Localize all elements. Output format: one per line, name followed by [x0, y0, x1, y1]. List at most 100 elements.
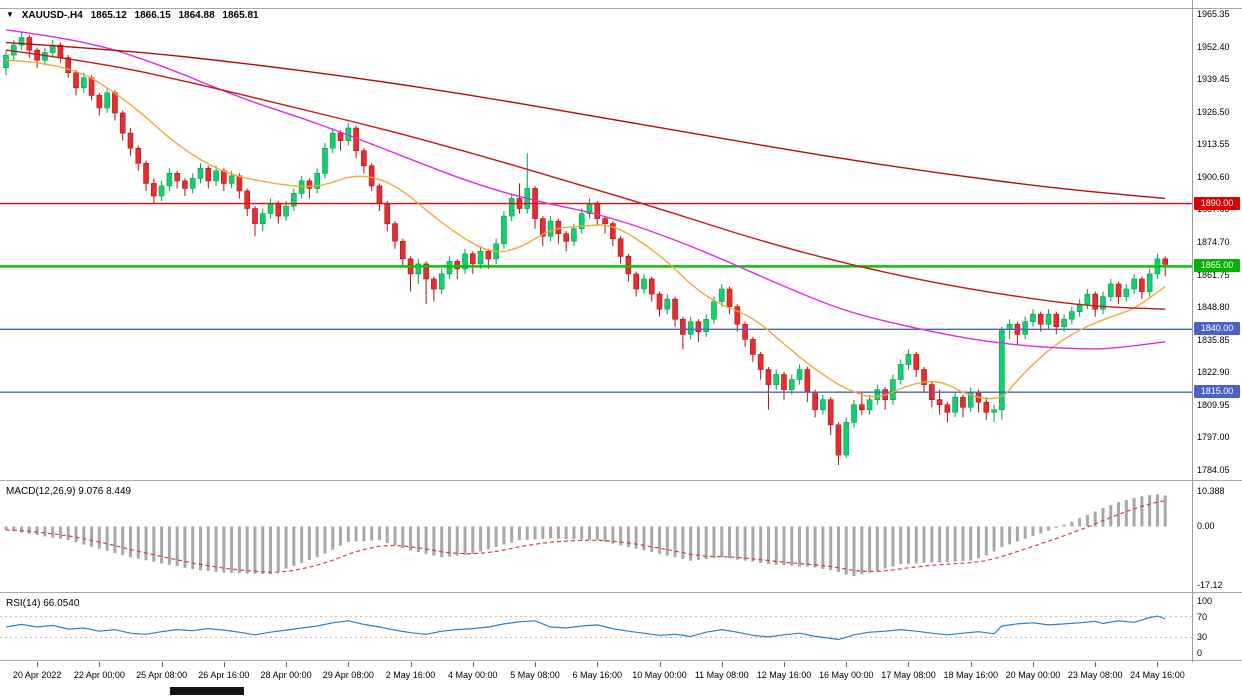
candle-body: [796, 369, 803, 380]
candle-body: [695, 321, 702, 333]
moving-average-fast-orange[interactable]: [5, 59, 1166, 400]
rsi-indicator-label: RSI(14) 66.0540: [6, 598, 79, 609]
candle-body: [267, 203, 274, 214]
candle-body: [617, 238, 624, 257]
x-axis-label: 23 May 08:00: [1067, 670, 1123, 680]
symbol-dropdown-icon[interactable]: ▼: [6, 10, 14, 19]
macd-signal-line[interactable]: [5, 500, 1166, 573]
axis-label: 1835.85: [1197, 334, 1230, 345]
x-axis-tick: [161, 662, 163, 667]
candle-body: [1139, 278, 1145, 292]
candle-body: [827, 399, 834, 426]
price-chart-canvas[interactable]: [0, 0, 1192, 480]
x-axis-tick: [99, 662, 101, 667]
x-axis-tick: [908, 662, 910, 667]
axis-label: 30: [1197, 632, 1208, 643]
candle-body: [329, 132, 336, 149]
price-line-tag[interactable]: 1840.00: [1194, 322, 1240, 336]
axis-label: -17.12: [1197, 580, 1223, 590]
rsi-panel-canvas[interactable]: [0, 593, 1192, 661]
moving-average-slowest-darkred[interactable]: [5, 41, 1166, 200]
axis-label: 70: [1197, 611, 1208, 622]
candle-body: [485, 251, 492, 260]
x-axis-label: 6 May 16:00: [572, 670, 623, 680]
candle-body: [726, 288, 733, 307]
axis-label: 1874.70: [1197, 237, 1230, 247]
scrollbar-thumb[interactable]: [170, 687, 244, 695]
candle-body: [765, 369, 772, 385]
candle-body: [1030, 313, 1036, 323]
candle-body: [664, 298, 671, 310]
candle-body: [610, 223, 616, 240]
panel-divider-macd: [0, 480, 1242, 481]
x-axis-label: 26 Apr 16:00: [198, 670, 250, 680]
candle-body: [322, 147, 328, 174]
x-axis-tick: [846, 662, 848, 667]
candle-body: [236, 175, 243, 192]
candle-body: [508, 198, 515, 217]
candle-body: [1069, 311, 1075, 320]
candle-body: [314, 173, 321, 189]
x-axis-label: 18 May 16:00: [943, 670, 998, 680]
candlesticks[interactable]: [3, 32, 1169, 466]
candle-body: [1061, 318, 1067, 328]
horizontal-scrollbar[interactable]: [0, 686, 1242, 696]
candle-body: [563, 233, 569, 242]
x-axis-tick: [348, 662, 350, 667]
axis-label: 1784.05: [1197, 465, 1230, 475]
x-axis-label: 20 May 00:00: [1005, 670, 1061, 680]
candle-body: [905, 354, 912, 365]
rsi-line[interactable]: [5, 615, 1166, 641]
candle-body: [1022, 321, 1028, 335]
symbol-timeframe: XAUUSD-.H4: [21, 10, 83, 21]
candle-body: [625, 256, 632, 275]
candle-body: [648, 278, 655, 295]
candle-body: [571, 228, 577, 242]
x-axis-tick: [535, 662, 537, 667]
moving-average-mid-magenta[interactable]: [5, 29, 1166, 350]
candle-body: [687, 321, 694, 335]
candle-body: [174, 173, 180, 182]
x-axis-label: 20 Apr 2022: [12, 670, 62, 680]
candle-body: [890, 379, 896, 401]
axis-label: 1797.00: [1197, 432, 1230, 443]
candle-body: [81, 77, 87, 89]
candle-body: [361, 150, 367, 167]
candle-body: [368, 165, 375, 187]
candle-body: [228, 175, 235, 184]
price-axis[interactable]: 1965.35 1952.40 1939.45 1926.50 1913.55 1900.…: [1192, 0, 1242, 662]
price-line-tag[interactable]: 1865.00: [1194, 259, 1240, 273]
candle-body: [221, 170, 227, 184]
price-line-tag[interactable]: 1815.00: [1194, 385, 1240, 399]
candle-body: [866, 399, 873, 411]
candle-body: [399, 240, 406, 260]
time-axis[interactable]: 20 Apr 2022 22 Apr 00:00 25 Apr 08:00 26 Ap…: [0, 662, 1242, 684]
x-axis-tick: [286, 662, 288, 667]
candle-body: [540, 218, 546, 237]
candle-body: [462, 253, 468, 270]
candle-body: [711, 301, 717, 320]
x-axis-label: 17 May 08:00: [881, 670, 936, 680]
axis-label: 1861.75: [1197, 269, 1230, 280]
macd-panel-canvas[interactable]: [0, 481, 1192, 593]
candle-body: [1045, 313, 1052, 325]
candle-body: [742, 323, 748, 340]
axis-label: 1926.50: [1197, 106, 1230, 117]
panel-divider-rsi: [0, 592, 1242, 593]
x-axis-tick: [597, 662, 599, 667]
candle-body: [143, 162, 149, 184]
axis-label: 10.388: [1197, 486, 1225, 496]
candle-body: [952, 396, 958, 413]
ohlc-high: 1866.15: [134, 10, 171, 21]
candle-body: [804, 369, 811, 393]
axis-label: 1900.60: [1197, 171, 1230, 182]
axis-label: 1952.40: [1197, 41, 1230, 52]
moving-average-slow-red[interactable]: [5, 49, 1166, 310]
candle-body: [73, 72, 79, 89]
price-line-tag[interactable]: 1890.00: [1194, 196, 1240, 210]
x-axis-label: 25 Apr 08:00: [136, 670, 188, 680]
axis-label: 1913.55: [1197, 139, 1230, 150]
candle-body: [65, 57, 72, 74]
x-axis-tick: [721, 662, 723, 667]
